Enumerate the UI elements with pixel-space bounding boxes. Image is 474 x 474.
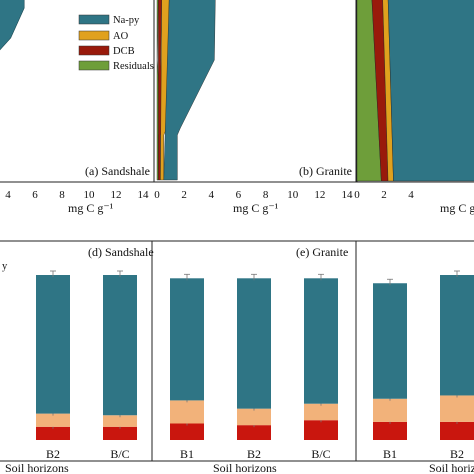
- panel-e-category-b2: B2: [247, 447, 261, 461]
- bottom-panel-d: y (d) Sandshale B2 B/C: [0, 240, 154, 462]
- panel-e-bar-b2-mid: [237, 408, 271, 426]
- panel-d-bar-b2-low: [36, 426, 70, 440]
- panel-a-tick-12: 12: [111, 189, 122, 201]
- top-xlabel-a: mg C g⁻¹: [68, 201, 114, 215]
- legend-entry-dcb: DCB: [78, 45, 135, 57]
- panel-a-tick-6: 6: [32, 189, 38, 201]
- panel-d-label: (d) Sandshale: [88, 245, 154, 259]
- legend-swatch-ao: [78, 30, 110, 41]
- panel-d-partial-legend: y: [2, 261, 8, 272]
- top-panel-c: [356, 0, 474, 183]
- legend-entry-na-py: Na-py: [78, 14, 140, 26]
- panel-f-bar-b1-top: [373, 283, 407, 399]
- panel-b-tick-4: 4: [209, 189, 215, 201]
- bottom-xlabel-f: Soil horizons: [429, 461, 474, 474]
- panel-d-bar-bc-low: [103, 426, 137, 440]
- panel-e-bar-bc-mid: [304, 403, 338, 421]
- legend-swatch-na-py: [78, 14, 110, 25]
- panel-b-tick-12: 12: [314, 189, 325, 201]
- panel-b-area-na-py: [163, 0, 216, 181]
- panel-e-bar-b1-top: [170, 278, 204, 401]
- legend-label-ao: AO: [113, 31, 129, 42]
- panel-c-tick-2: 2: [381, 189, 387, 201]
- panel-e-bar-bc-low: [304, 420, 338, 440]
- panel-b-tick-0: 0: [154, 189, 160, 201]
- panel-c-tick-4: 4: [408, 189, 414, 201]
- bottom-xlabel-d: Soil horizons: [5, 461, 69, 474]
- panel-f-bar-b2-mid: [440, 395, 474, 422]
- panel-a-tick-14: 14: [138, 189, 150, 201]
- panel-f-frame: [355, 240, 474, 462]
- panel-c-tick-0: 0: [354, 189, 360, 201]
- panel-a-label: (a) Sandshale: [85, 164, 150, 178]
- legend-swatch-residuals: [78, 60, 110, 71]
- panel-b-tick-6: 6: [236, 189, 242, 201]
- panel-e-bars: B1 B2 B/C: [170, 273, 338, 461]
- panel-b-tick-10: 10: [287, 189, 299, 201]
- panel-a-areas: [0, 0, 25, 51]
- panel-f-bars: B1 B2: [373, 270, 474, 461]
- panel-a-area-na-py: [0, 0, 25, 51]
- top-xlabel-b: mg C g⁻¹: [233, 201, 279, 215]
- panel-b-tick-8: 8: [263, 189, 269, 201]
- panel-d-category-b2: B2: [46, 447, 60, 461]
- panel-b-tick-2: 2: [181, 189, 187, 201]
- panel-f-bar-b1-mid: [373, 398, 407, 422]
- panel-d-bars: B2 B/C: [36, 270, 137, 461]
- panel-e-category-b1: B1: [180, 447, 194, 461]
- bottom-panel-e: (e) Granite B1 B2 B/C: [151, 240, 357, 462]
- panel-c-areas: [356, 0, 474, 182]
- panel-e-bar-b2-low: [237, 425, 271, 440]
- panel-b-areas: [156, 0, 216, 181]
- panel-b-label: (b) Granite: [299, 164, 352, 178]
- panel-a-tick-10: 10: [84, 189, 96, 201]
- top-xlabel-c: mg C g⁻¹: [440, 201, 474, 215]
- panel-b-tick-14: 14: [342, 189, 354, 201]
- legend-label-residuals: Residuals: [113, 61, 154, 72]
- panel-f-bar-b2-top: [440, 275, 474, 396]
- panel-a-tick-4: 4: [5, 189, 11, 201]
- top-panel-b: (b) Granite: [153, 0, 357, 183]
- panel-d-bar-bc-top: [103, 275, 137, 416]
- panel-e-bar-b2-top: [237, 278, 271, 409]
- panel-d-bar-b2-mid: [36, 413, 70, 427]
- legend-label-na-py: Na-py: [113, 15, 140, 26]
- top-tick-labels: 4 6 8 10 12 14 0 2 4 6 8 10 12 14 0 2 4: [5, 189, 414, 201]
- panel-f-bar-b2-low: [440, 421, 474, 440]
- panel-a-frame: [0, 0, 155, 183]
- bottom-panel-f: B1 B2: [355, 240, 474, 462]
- top-panel-a: (a) Sandshale: [0, 0, 155, 183]
- panel-d-bar-bc-mid: [103, 415, 137, 427]
- panel-e-bar-b1-low: [170, 423, 204, 440]
- panel-b-frame: [153, 0, 357, 183]
- legend-entry-residuals: Residuals: [78, 60, 154, 72]
- panel-f-category-b1: B1: [383, 447, 397, 461]
- legend: Na-py AO DCB Residuals: [78, 14, 154, 72]
- panel-d-bar-b2-top: [36, 275, 70, 414]
- panel-d-category-bc: B/C: [110, 447, 129, 461]
- legend-entry-ao: AO: [78, 30, 129, 42]
- legend-label-dcb: DCB: [113, 46, 135, 57]
- panel-e-label: (e) Granite: [296, 245, 348, 259]
- panel-e-bar-b1-mid: [170, 400, 204, 424]
- panel-a-tick-8: 8: [59, 189, 65, 201]
- panel-c-area-na-py: [387, 0, 474, 182]
- legend-swatch-dcb: [78, 45, 110, 56]
- panel-e-bar-bc-top: [304, 278, 338, 404]
- panel-f-category-b2: B2: [450, 447, 464, 461]
- bottom-xlabel-e: Soil horizons: [213, 461, 277, 474]
- panel-e-category-bc: B/C: [311, 447, 330, 461]
- panel-f-bar-b1-low: [373, 421, 407, 440]
